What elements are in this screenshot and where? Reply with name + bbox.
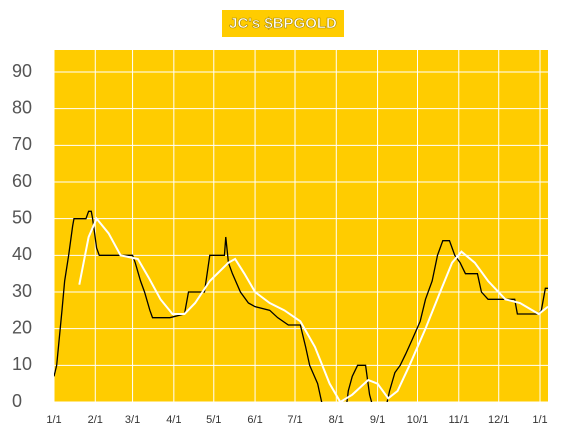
- x-tick-label: 10/1: [407, 414, 428, 426]
- line: [54, 210, 548, 402]
- plot-background: [54, 50, 548, 402]
- x-tick-label: 2/1: [88, 414, 103, 426]
- x-tick-label: 1/1: [532, 414, 547, 426]
- plot-area: [54, 210, 548, 402]
- x-tick-label: 6/1: [247, 414, 262, 426]
- y-tick-label: 70: [12, 134, 32, 154]
- x-tick-label: 5/1: [206, 414, 221, 426]
- title-box: [222, 10, 344, 37]
- y-tick-label: 20: [12, 317, 32, 337]
- x-tick-label: 3/1: [125, 414, 140, 426]
- y-tick-label: 0: [12, 391, 22, 411]
- x-tick-label: 8/1: [329, 414, 344, 426]
- x-tick-label: 9/1: [370, 414, 385, 426]
- x-tick-label: 11/1: [448, 414, 469, 426]
- y-tick-label: 50: [12, 207, 32, 227]
- y-tick-label: 90: [12, 61, 32, 81]
- y-tick-label: 80: [12, 97, 32, 117]
- y-tick-label: 30: [12, 281, 32, 301]
- y-tick-label: 60: [12, 171, 32, 191]
- x-tick-label: 7/1: [287, 414, 302, 426]
- y-tick-label: 10: [12, 354, 32, 374]
- y-tick-label: 40: [12, 244, 32, 264]
- chart-title: JC's $BPGOLD: [229, 15, 337, 32]
- line: [78, 216, 548, 402]
- x-tick-label: 12/1: [488, 414, 509, 426]
- x-tick-label: 4/1: [166, 414, 181, 426]
- x-tick-label: 1/1: [46, 414, 61, 426]
